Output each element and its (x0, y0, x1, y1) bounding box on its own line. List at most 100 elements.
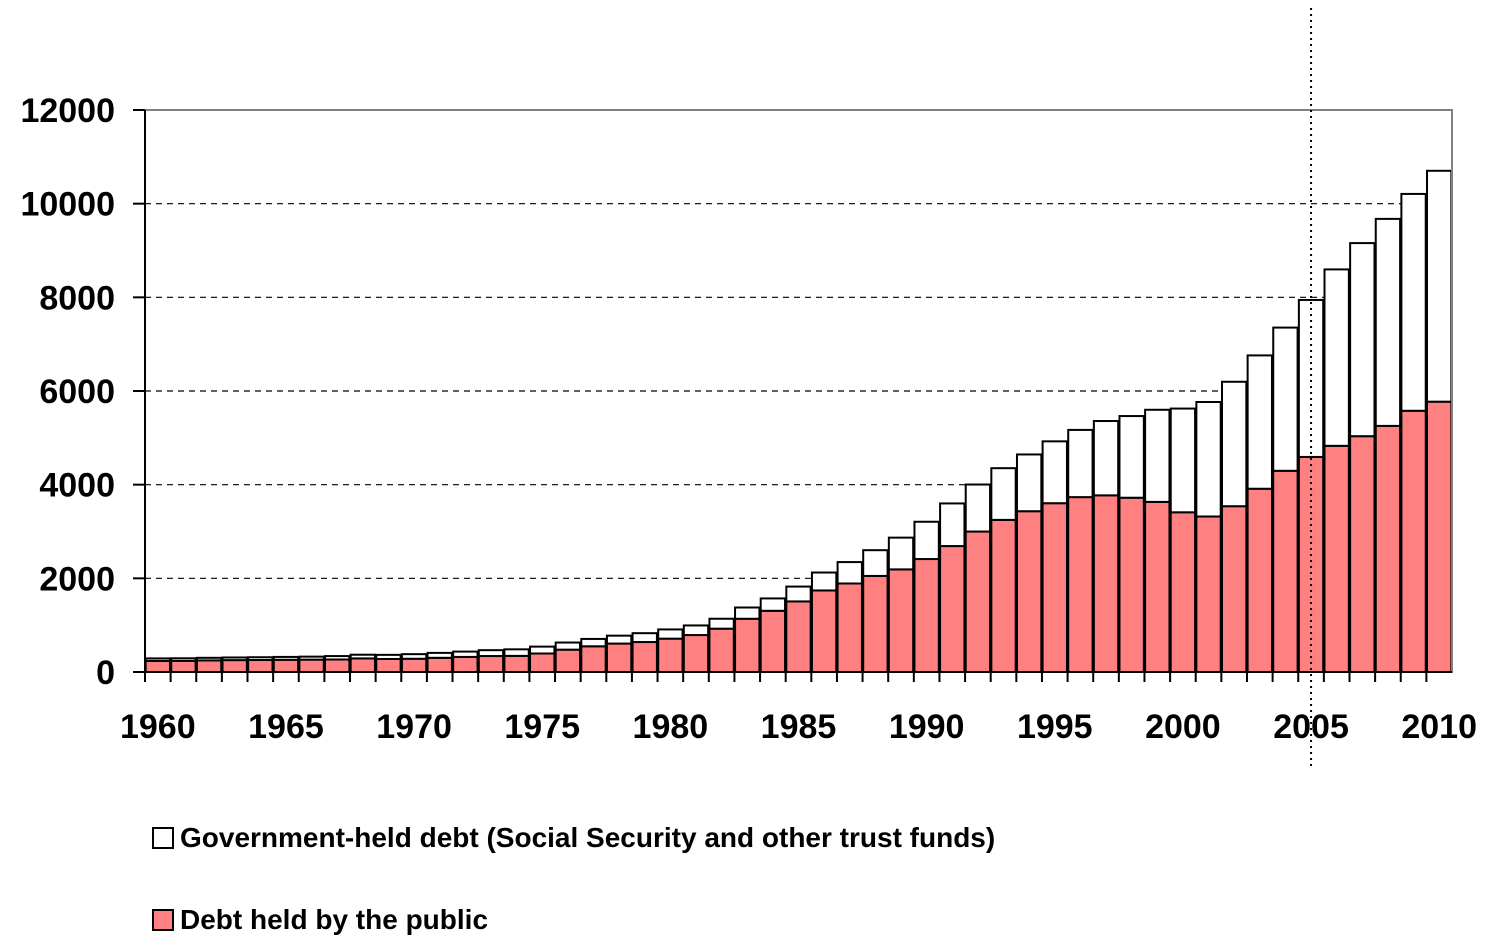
bar-public (990, 518, 1017, 673)
bar-public (195, 659, 223, 673)
bar-government-held (554, 641, 582, 651)
bar-public (452, 655, 479, 674)
bar-government-held (939, 502, 966, 548)
bar-government-held (708, 617, 735, 630)
bar-government-held (452, 650, 479, 658)
y-tick-label: 2000 (39, 560, 115, 598)
bar-public (1349, 435, 1376, 673)
debt-chart: 0 2000 4000 6000 8000 10000 12000 1960 1965 1970… (20, 8, 1477, 770)
bar-public (1246, 487, 1273, 674)
bar-public (1144, 500, 1171, 673)
bar-public (759, 609, 787, 673)
bar-government-held (1118, 415, 1145, 499)
x-tick-label: 2010 (1401, 708, 1477, 746)
x-tick-label: 1990 (889, 708, 965, 746)
legend-label-public: Debt held by the public (180, 904, 489, 935)
bar-public (939, 545, 966, 674)
bars (144, 169, 1453, 674)
bar-government-held (529, 645, 556, 655)
bar-public (1374, 424, 1402, 673)
bar-government-held (1195, 401, 1222, 518)
bar-public (1426, 400, 1453, 673)
bar-government-held (1374, 217, 1402, 427)
bar-public (529, 652, 556, 674)
bar-public (298, 658, 325, 673)
bar-public (887, 568, 915, 674)
bar-government-held (1220, 380, 1248, 508)
bar-public (734, 617, 761, 673)
y-tick-label: 12000 (20, 92, 115, 130)
bar-government-held (1144, 408, 1171, 503)
x-tick-label: 1960 (120, 708, 196, 746)
bar-public (1118, 496, 1145, 673)
bar-government-held (1092, 420, 1120, 497)
bar-government-held (759, 597, 787, 612)
x-tick-labels: 1960 1965 1970 1975 1980 1985 1990 1995 2000 2005… (120, 708, 1477, 746)
bar-government-held (913, 520, 940, 561)
legend-swatch-public (152, 909, 174, 931)
bar-public (682, 634, 710, 674)
bar-public (708, 627, 735, 673)
bar-government-held (1067, 428, 1094, 499)
bar-public (836, 582, 863, 673)
x-tick-label: 1970 (376, 708, 452, 746)
bar-government-held (862, 549, 889, 577)
bar-public (1092, 494, 1120, 673)
bar-public (349, 657, 377, 674)
bar-public (1220, 505, 1248, 673)
bar-public (785, 600, 812, 674)
bar-government-held (324, 655, 351, 661)
bar-government-held (1041, 440, 1068, 505)
bar-public (657, 637, 684, 673)
bar-public (503, 654, 530, 674)
legend-label-government-held: Government-held debt (Social Security an… (180, 822, 996, 853)
axes (133, 109, 1453, 682)
bar-government-held (221, 656, 248, 662)
bar-public (1323, 444, 1350, 673)
bar-government-held (605, 634, 633, 645)
bar-government-held (400, 653, 428, 660)
bar-public (913, 558, 940, 674)
bar-public (1067, 496, 1094, 673)
bar-government-held (298, 655, 325, 661)
bar-government-held (1349, 242, 1376, 438)
bar-public (170, 659, 197, 673)
bar-government-held (1246, 354, 1273, 490)
bar-government-held (631, 632, 658, 644)
bar-public (426, 656, 453, 674)
bar-government-held (1323, 268, 1350, 447)
bar-government-held (785, 585, 812, 603)
y-tick-label: 0 (96, 654, 115, 692)
legend-swatch-government-held (152, 827, 174, 849)
x-tick-label: 1980 (633, 708, 709, 746)
bar-government-held (657, 628, 684, 640)
x-tick-label: 2000 (1145, 708, 1221, 746)
y-tick-labels: 0 2000 4000 6000 8000 10000 12000 (20, 92, 115, 692)
y-tick-label: 8000 (39, 279, 115, 317)
x-tick-label: 1975 (504, 708, 580, 746)
bar-government-held (1426, 169, 1453, 403)
bar-public (1169, 511, 1197, 673)
bar-government-held (170, 657, 197, 662)
bar-public (631, 641, 658, 674)
bar-government-held (682, 624, 710, 637)
x-tick-label: 2005 (1273, 708, 1349, 746)
bar-public (580, 645, 607, 674)
bar-public (1400, 409, 1427, 673)
bar-government-held (836, 561, 863, 585)
bar-public (964, 530, 992, 673)
bar-government-held (810, 571, 838, 592)
bar-government-held (964, 483, 992, 533)
bar-public (605, 642, 633, 673)
bar-public (1041, 502, 1068, 674)
bar-public (1272, 469, 1299, 673)
legend-item-public: Debt held by the public (152, 904, 488, 936)
bar-public (1297, 455, 1325, 674)
y-tick-label: 6000 (39, 373, 115, 411)
bar-government-held (477, 649, 505, 658)
bar-government-held (503, 648, 530, 657)
bar-government-held (426, 651, 453, 659)
y-tick-label: 4000 (39, 467, 115, 505)
bar-government-held (375, 653, 402, 660)
bar-public (221, 659, 248, 673)
